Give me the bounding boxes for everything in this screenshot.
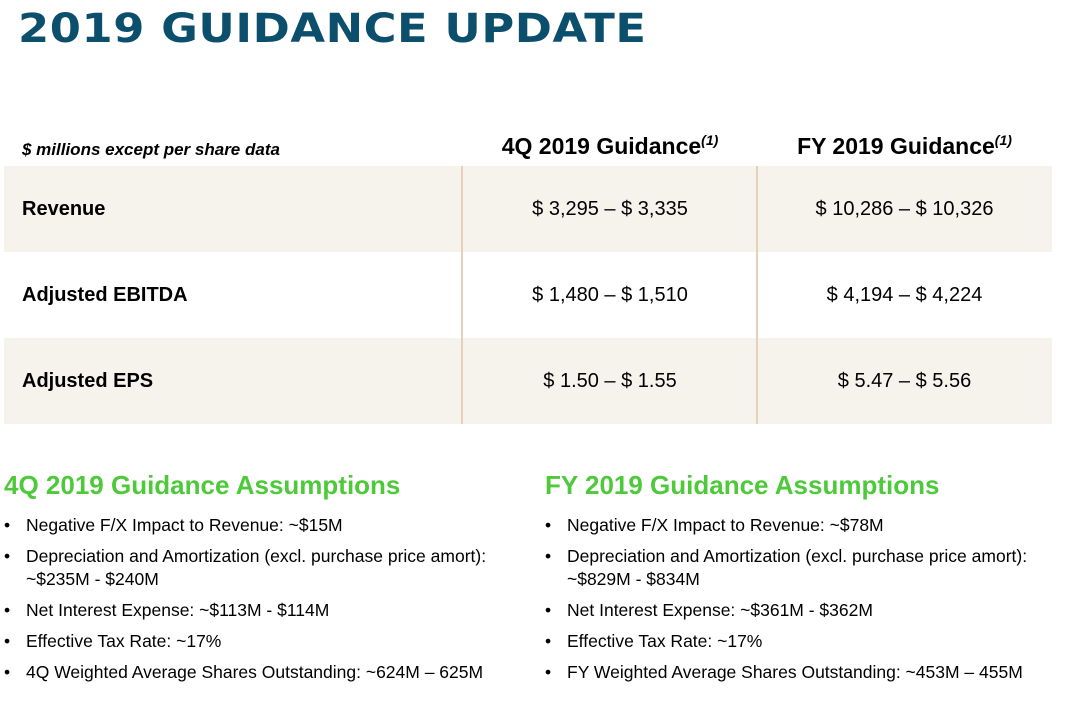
row-label: Adjusted EBITDA bbox=[22, 283, 188, 306]
page-title: 2019 GUIDANCE UPDATE bbox=[18, 6, 647, 52]
row-label: Adjusted EPS bbox=[22, 369, 154, 392]
list-item: 4Q Weighted Average Shares Outstanding: … bbox=[4, 661, 534, 684]
list-item: Depreciation and Amortization (excl. pur… bbox=[4, 545, 534, 591]
q4-assumptions-heading: 4Q 2019 Guidance Assumptions bbox=[4, 470, 401, 500]
row-value-fy: $ 4,194 – $ 4,224 bbox=[826, 283, 983, 306]
list-item: Negative F/X Impact to Revenue: ~$78M bbox=[545, 514, 1067, 537]
table-row-revenue: Revenue $ 3,295 – $ 3,335 $ 10,286 – $ 1… bbox=[4, 166, 1052, 252]
q4-assumptions-list: Negative F/X Impact to Revenue: ~$15M De… bbox=[4, 514, 534, 684]
fy-assumptions-heading: FY 2019 Guidance Assumptions bbox=[545, 470, 940, 500]
fy-assumptions-list: Negative F/X Impact to Revenue: ~$78M De… bbox=[545, 514, 1067, 684]
column-header-4q-label: 4Q 2019 Guidance bbox=[501, 133, 702, 159]
column-divider bbox=[756, 166, 758, 424]
list-item: Depreciation and Amortization (excl. pur… bbox=[545, 545, 1067, 591]
table-row-adjusted-ebitda: Adjusted EBITDA $ 1,480 – $ 1,510 $ 4,19… bbox=[4, 252, 1052, 338]
units-label: $ millions except per share data bbox=[22, 140, 280, 159]
q4-assumptions-section: 4Q 2019 Guidance Assumptions Negative F/… bbox=[4, 468, 534, 692]
row-value-fy: $ 5.47 – $ 5.56 bbox=[837, 369, 972, 392]
column-header-fy: FY 2019 Guidance(1) bbox=[757, 132, 1052, 160]
list-item: Negative F/X Impact to Revenue: ~$15M bbox=[4, 514, 534, 537]
list-item: Net Interest Expense: ~$361M - $362M bbox=[545, 599, 1067, 622]
column-header-fy-footnote: (1) bbox=[994, 132, 1012, 148]
fy-assumptions-section: FY 2019 Guidance Assumptions Negative F/… bbox=[545, 468, 1067, 692]
column-header-4q: 4Q 2019 Guidance(1) bbox=[463, 132, 757, 160]
guidance-table: $ millions except per share data 4Q 2019… bbox=[4, 120, 1052, 424]
table-header: $ millions except per share data 4Q 2019… bbox=[4, 120, 1052, 166]
column-divider bbox=[461, 166, 463, 424]
row-value-fy: $ 10,286 – $ 10,326 bbox=[815, 197, 994, 220]
row-value-4q: $ 1,480 – $ 1,510 bbox=[532, 283, 688, 306]
list-item: Net Interest Expense: ~$113M - $114M bbox=[4, 599, 534, 622]
table-row-adjusted-eps: Adjusted EPS $ 1.50 – $ 1.55 $ 5.47 – $ … bbox=[4, 338, 1052, 424]
row-value-4q: $ 3,295 – $ 3,335 bbox=[532, 197, 688, 220]
column-header-4q-footnote: (1) bbox=[701, 132, 719, 148]
row-value-4q: $ 1.50 – $ 1.55 bbox=[543, 369, 677, 392]
list-item: Effective Tax Rate: ~17% bbox=[545, 630, 1067, 653]
list-item: Effective Tax Rate: ~17% bbox=[4, 630, 534, 653]
list-item: FY Weighted Average Shares Outstanding: … bbox=[545, 661, 1067, 684]
row-label: Revenue bbox=[22, 197, 106, 220]
column-header-fy-label: FY 2019 Guidance bbox=[797, 133, 995, 159]
